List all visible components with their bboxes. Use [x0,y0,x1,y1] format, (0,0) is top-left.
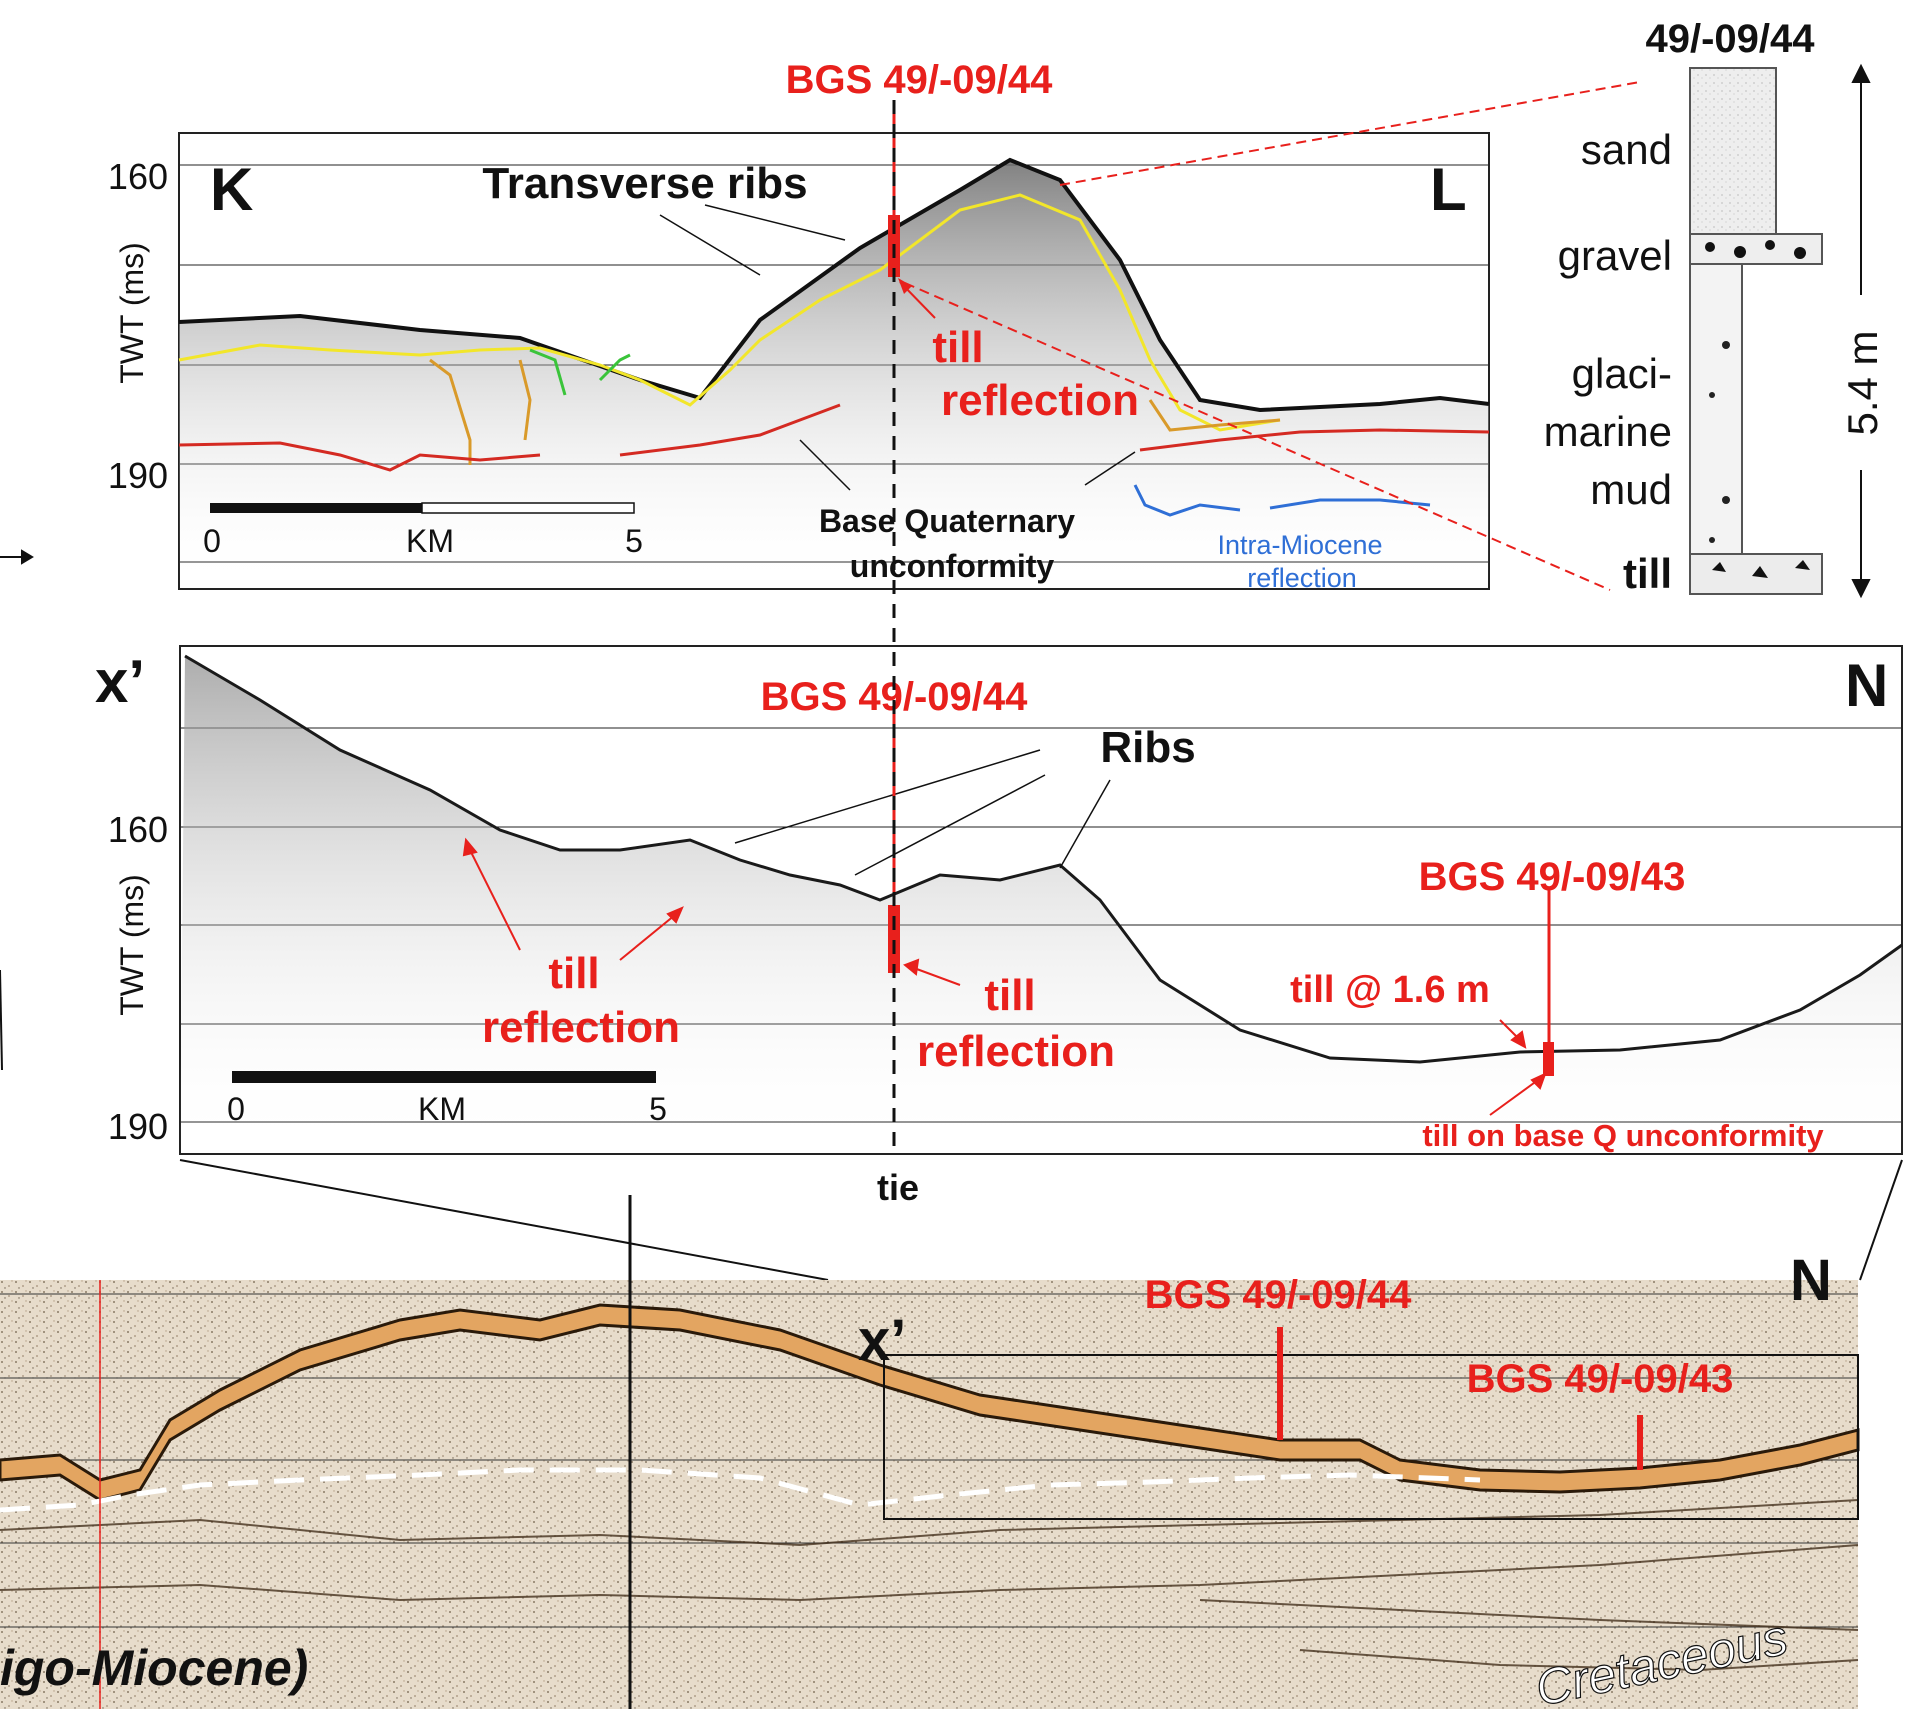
middle-seabed-texture [180,656,1902,1154]
middle-till-arrows [462,837,1547,1116]
middle-rib-leaders [734,749,1111,876]
top-green-pick [529,348,631,396]
middle-right-end-label: N [1845,652,1888,719]
middle-scale-start: 0 [227,1091,245,1127]
top-axis-label: TWT (ms) [114,242,150,384]
bottom-borehole-43-label: BGS 49/-09/43 [1467,1357,1734,1401]
middle-tick-190: 190 [108,1106,168,1147]
top-left-end-label: K [210,156,253,223]
middle-till-left-1: till [548,949,599,998]
left-edge-fragments [0,549,34,1071]
middle-borehole-43-core [1543,1042,1554,1076]
projection-lines [179,1159,1903,1281]
core-unit-gravel: gravel [1558,232,1672,279]
middle-till-left-2: reflection [482,1003,680,1052]
middle-borehole-44-core [888,905,900,973]
core-gravel-clasts [1705,240,1806,259]
middle-scale-end: 5 [649,1091,667,1127]
core-log: 49/-09/44 sand gravel glaci- marine mud … [1544,17,1886,599]
top-till-arrowhead [898,278,912,294]
bottom-base-quaternary-dashed [0,1467,1481,1513]
middle-scale-bar [232,1071,656,1083]
core-unit-mud: mud [1590,466,1672,513]
middle-left-end-label: x’ [95,648,145,715]
bottom-unit-left: igo-Miocene) [0,1640,308,1696]
top-miocene-label-1: Intra-Miocene [1217,530,1382,560]
middle-till-depth-label: till @ 1.6 m [1290,969,1490,1011]
top-unconformity-label-2: unconformity [850,548,1055,584]
core-thickness-arrow [1851,63,1871,599]
middle-seabed-line [184,654,1903,1064]
core-mud-unit [1689,263,1743,555]
bottom-seismic-panel: N x’ BGS 49/-09/44 BGS 49/-09/43 igo-Mio… [0,1195,1860,1709]
top-till-label-2: reflection [941,376,1139,425]
top-tick-160: 160 [108,156,168,197]
top-right-end-label: L [1430,156,1467,223]
core-sand-unit [1689,67,1777,235]
top-seabed-line [178,157,1490,413]
middle-till-base-label: till on base Q unconformity [1422,1118,1824,1153]
middle-till-center-2: reflection [917,1027,1115,1076]
core-log-title: 49/-09/44 [1645,17,1815,61]
middle-seismic-panel: x’ N BGS 49/-09/44 BGS 49/-09/43 Ribs TW… [95,645,1903,1155]
top-leader-lines [659,204,1136,491]
top-miocene-label-2: reflection [1247,563,1357,593]
middle-feature-label: Ribs [1100,723,1195,772]
bottom-inset-box [883,1354,1859,1520]
bottom-reflector-bands [0,1499,1859,1672]
top-unconformity-label-1: Base Quaternary [819,503,1075,539]
core-unit-sand: sand [1581,126,1672,173]
top-feature-label: Transverse ribs [482,159,807,208]
top-tick-190: 190 [108,455,168,496]
core-unit-till: till [1623,550,1672,597]
middle-till-center-1: till [984,971,1035,1020]
middle-borehole-43-label: BGS 49/-09/43 [1419,855,1686,899]
bottom-gridlines [0,1293,1858,1628]
core-unit-glaci: glaci- [1572,350,1672,397]
top-till-horizon [178,193,1281,432]
top-base-quaternary-line [178,403,1490,472]
bottom-right-end-label: N [1790,1248,1832,1313]
top-scale-unit: KM [406,523,454,559]
bottom-borehole-44-label: BGS 49/-09/44 [1145,1273,1413,1317]
middle-axis-label: TWT (ms) [114,874,150,1016]
core-till-clasts [1712,560,1810,578]
middle-tick-160: 160 [108,809,168,850]
core-thickness-label: 5.4 m [1839,330,1886,435]
core-mud-clasts [1709,341,1730,543]
top-scale-end: 5 [625,523,643,559]
tie-label: tie [877,1167,919,1208]
top-till-label-1: till [932,323,983,372]
top-orange-pick [429,358,1281,465]
bottom-inset-label: x’ [858,1308,906,1373]
top-seabed-texture [179,160,1489,589]
top-scale-bar [210,502,635,514]
top-scale-start: 0 [203,523,221,559]
middle-scale-unit: KM [418,1091,466,1127]
core-correlation-lines [904,81,1641,591]
core-unit-marine: marine [1544,408,1672,455]
top-miocene-line [1133,484,1431,517]
top-borehole-label: BGS 49/-09/44 [786,58,1054,102]
top-seismic-panel: BGS 49/-09/44 K L Transverse ribs TWT (m… [108,58,1490,593]
